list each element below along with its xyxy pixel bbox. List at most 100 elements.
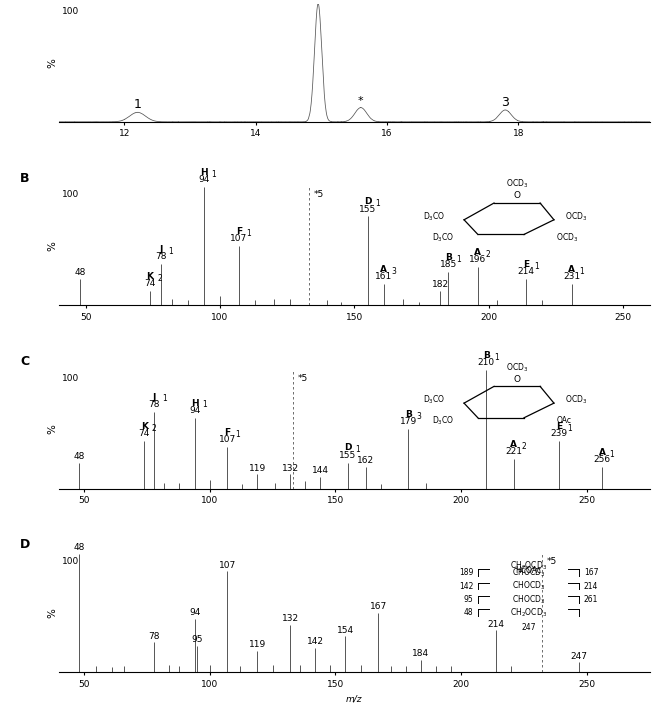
Text: A: A — [598, 448, 605, 457]
Text: 48: 48 — [73, 542, 85, 552]
Text: K: K — [141, 422, 148, 431]
Text: A: A — [568, 265, 575, 274]
Text: 78: 78 — [149, 400, 160, 409]
Text: 100: 100 — [62, 191, 79, 200]
Text: B: B — [20, 171, 30, 185]
Text: 210: 210 — [478, 358, 495, 368]
Text: D: D — [344, 444, 352, 452]
Text: 231: 231 — [564, 272, 581, 281]
Text: F: F — [236, 227, 242, 236]
Text: E: E — [523, 260, 529, 269]
Text: *5: *5 — [547, 557, 557, 566]
Text: 78: 78 — [149, 631, 160, 641]
Text: H: H — [191, 399, 199, 407]
Text: J: J — [159, 245, 163, 254]
Y-axis label: %: % — [48, 241, 57, 251]
Text: C: C — [20, 355, 29, 368]
Text: 161: 161 — [375, 272, 392, 281]
Text: 100: 100 — [62, 557, 79, 566]
Text: 2: 2 — [152, 424, 157, 433]
Text: A: A — [511, 440, 517, 449]
Text: 119: 119 — [249, 640, 266, 649]
Text: 48: 48 — [73, 451, 85, 461]
Text: 132: 132 — [281, 464, 298, 473]
Text: B: B — [445, 253, 452, 262]
Text: 256: 256 — [594, 455, 611, 464]
Text: 1: 1 — [212, 170, 216, 178]
Text: 185: 185 — [439, 260, 457, 269]
Text: K: K — [147, 272, 153, 281]
Text: 179: 179 — [400, 417, 417, 427]
Text: 94: 94 — [198, 175, 210, 184]
Text: 100: 100 — [62, 7, 79, 16]
Text: 1: 1 — [246, 229, 251, 237]
Text: 2: 2 — [158, 274, 163, 283]
Text: 100: 100 — [62, 374, 79, 383]
Y-axis label: %: % — [48, 424, 57, 434]
Text: 1: 1 — [202, 400, 207, 410]
Text: *5: *5 — [314, 191, 324, 200]
Text: *: * — [358, 97, 364, 107]
Text: 3: 3 — [502, 96, 509, 109]
Text: 107: 107 — [219, 560, 236, 570]
Text: 162: 162 — [357, 456, 374, 466]
Y-axis label: %: % — [48, 608, 57, 618]
Text: 144: 144 — [311, 466, 329, 475]
Text: 1: 1 — [356, 445, 360, 454]
Text: 1: 1 — [534, 262, 539, 271]
Text: 1: 1 — [494, 353, 499, 362]
Text: 184: 184 — [412, 649, 430, 658]
Text: 94: 94 — [189, 608, 200, 617]
Text: A: A — [20, 0, 30, 1]
Text: 155: 155 — [359, 205, 376, 213]
Text: 167: 167 — [370, 602, 387, 611]
Text: 1: 1 — [579, 267, 584, 276]
Text: 74: 74 — [138, 429, 150, 438]
Text: 182: 182 — [432, 280, 449, 289]
Text: A: A — [474, 248, 481, 257]
Text: 119: 119 — [249, 464, 266, 473]
Text: 95: 95 — [191, 635, 203, 644]
Text: 155: 155 — [340, 451, 357, 459]
Text: 48: 48 — [74, 268, 86, 277]
Text: 107: 107 — [230, 234, 247, 243]
Text: 132: 132 — [281, 614, 298, 623]
Text: B: B — [405, 410, 412, 419]
Text: E: E — [556, 422, 562, 431]
Text: 78: 78 — [155, 252, 167, 261]
Text: 142: 142 — [307, 638, 324, 646]
Text: 1: 1 — [168, 247, 173, 255]
Text: 214: 214 — [518, 267, 535, 276]
Text: 3: 3 — [392, 267, 396, 276]
Text: D: D — [364, 198, 372, 206]
Text: 1: 1 — [456, 255, 461, 264]
Text: 107: 107 — [219, 435, 236, 444]
Text: 154: 154 — [337, 626, 354, 635]
X-axis label: m/z: m/z — [346, 694, 362, 703]
Text: 239: 239 — [550, 429, 567, 438]
Text: 214: 214 — [488, 620, 505, 629]
Text: 1: 1 — [610, 450, 614, 459]
Text: B: B — [483, 351, 490, 360]
Text: 196: 196 — [470, 255, 486, 264]
Text: J: J — [153, 392, 156, 402]
Text: 1: 1 — [134, 98, 142, 111]
Text: *5: *5 — [298, 374, 308, 383]
Text: 221: 221 — [505, 447, 522, 456]
Text: 1: 1 — [235, 430, 240, 439]
Text: 3: 3 — [416, 412, 421, 421]
Text: 247: 247 — [571, 652, 588, 661]
Text: 74: 74 — [144, 279, 156, 288]
Text: 2: 2 — [317, 0, 325, 2]
Text: 2: 2 — [522, 442, 526, 451]
Text: 1: 1 — [162, 395, 167, 403]
Text: F: F — [224, 428, 231, 437]
Text: 1: 1 — [567, 424, 571, 433]
Text: 2: 2 — [485, 250, 490, 259]
Text: A: A — [380, 265, 387, 274]
Text: H: H — [200, 168, 208, 177]
Text: D: D — [20, 538, 31, 551]
Text: 1: 1 — [375, 199, 380, 208]
Y-axis label: %: % — [48, 58, 57, 68]
Text: 94: 94 — [189, 405, 200, 415]
